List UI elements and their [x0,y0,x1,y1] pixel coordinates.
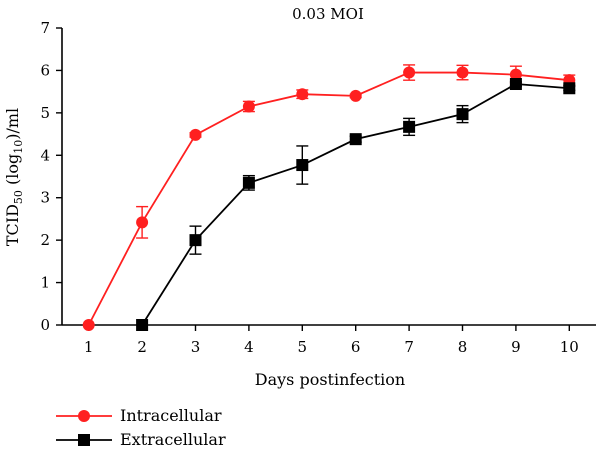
legend-label-extracellular: Extracellular [120,430,226,449]
x-tick-label-3: 3 [191,338,201,356]
point-intracellular-3 [189,128,202,141]
point-extracellular-9 [509,78,522,91]
point-intracellular-1 [82,319,95,331]
point-intracellular-2 [136,216,149,229]
legend-marker-intracellular [78,410,90,422]
legend-item-extracellular: Extracellular [56,430,226,449]
series-extracellular [136,78,576,331]
y-tick-label-2: 2 [40,231,50,249]
point-extracellular-2 [136,319,149,331]
x-tick-label-4: 4 [244,338,254,356]
point-extracellular-5 [296,159,309,172]
chart-title: 0.03 MOI [292,5,364,23]
y-tick-label-5: 5 [40,104,50,122]
point-intracellular-6 [349,89,362,102]
point-intracellular-9 [509,68,522,81]
series-line-extracellular [141,83,570,326]
y-tick-label-3: 3 [40,189,50,207]
y-axis-title-sub2: 10 [12,140,25,154]
point-extracellular-10 [563,82,576,95]
x-ticks: 1 2 3 4 5 6 7 8 9 10 [84,325,579,356]
point-intracellular-4 [242,100,255,113]
x-tick-label-7: 7 [404,338,414,356]
y-tick-label-4: 4 [40,146,50,164]
y-axis-title-prefix: TCID [3,204,22,246]
x-tick-label-1: 1 [84,338,94,356]
y-axis-title-mid: (log [3,154,22,190]
legend: Intracellular Extracellular [56,406,226,449]
point-intracellular-8 [456,66,469,79]
point-extracellular-7 [403,120,416,133]
point-intracellular-5 [296,88,309,101]
point-extracellular-4 [242,176,255,189]
y-tick-label-6: 6 [40,61,50,79]
x-tick-label-6: 6 [351,338,361,356]
series-layer [82,64,576,331]
x-axis-title: Days postinfection [255,370,405,389]
y-axis-title: TCID50 (log10)/ml [3,108,25,246]
point-extracellular-8 [456,108,469,121]
series-line-intracellular [87,71,570,326]
x-tick-label-8: 8 [458,338,468,356]
legend-label-intracellular: Intracellular [120,406,222,425]
x-tick-label-10: 10 [560,338,579,356]
legend-item-intracellular: Intracellular [56,406,222,425]
legend-marker-extracellular [78,434,90,446]
point-extracellular-6 [349,133,362,146]
point-extracellular-3 [189,234,202,247]
y-axis-title-sub1: 50 [12,190,25,204]
y-tick-label-1: 1 [40,274,50,292]
x-tick-label-5: 5 [298,338,308,356]
y-tick-label-0: 0 [40,316,50,334]
x-tick-label-9: 9 [511,338,521,356]
series-intracellular [82,64,576,331]
point-intracellular-7 [403,66,416,79]
axes [61,28,596,326]
y-tick-label-7: 7 [40,19,50,37]
y-ticks: 0 1 2 3 4 5 6 7 [40,19,62,334]
y-axis-title-suffix: )/ml [3,108,22,140]
x-tick-label-2: 2 [137,338,147,356]
